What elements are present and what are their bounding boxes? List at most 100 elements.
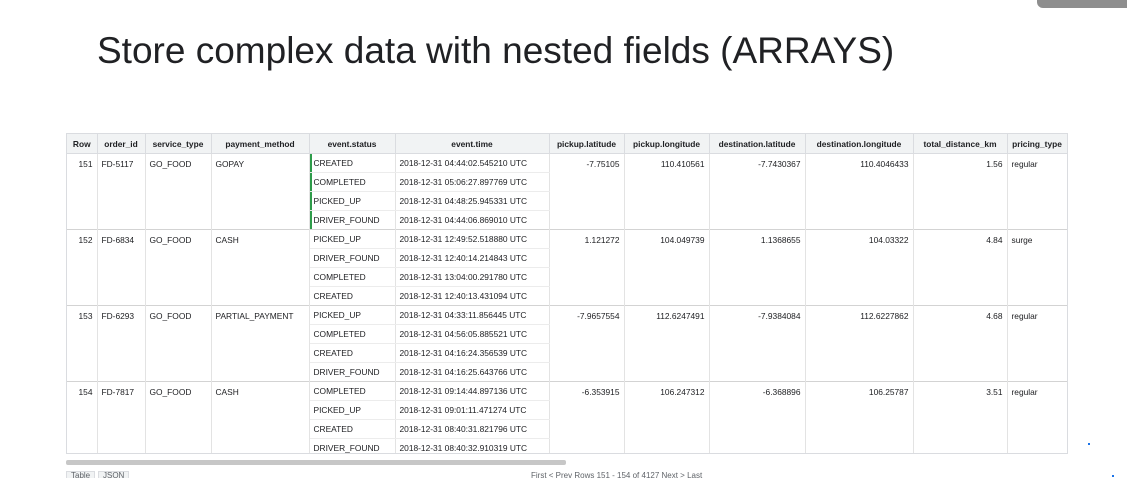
selected-cell-marker (309, 211, 312, 230)
pickup-latitude-cell: -7.75105 (549, 153, 625, 230)
row-number: 154 (67, 381, 98, 453)
results-table: Row order_id service_type payment_method… (67, 134, 1067, 453)
service-type-cell: GO_FOOD (145, 305, 212, 382)
destination-latitude-cell: 1.1368655 (709, 229, 806, 306)
cursor-dot (1088, 443, 1090, 445)
nested-event-row: CREATED 2018-12-31 08:40:31.821796 UTC (67, 419, 1067, 439)
order-id-cell: FD-5117 (97, 153, 146, 230)
destination-latitude-cell: -7.7430367 (709, 153, 806, 230)
event-time-cell: 2018-12-31 08:40:32.910319 UTC (395, 438, 550, 453)
column-header: order_id (97, 134, 146, 154)
event-status-cell: PICKED_UP (309, 305, 396, 325)
event-time-cell: 2018-12-31 04:56:05.885521 UTC (395, 324, 550, 344)
table-row: 152 FD-6834 GO_FOOD CASH PICKED_UP 2018-… (67, 229, 1067, 306)
event-status-cell: COMPLETED (309, 267, 396, 287)
event-time-cell: 2018-12-31 09:01:11.471274 UTC (395, 400, 550, 420)
destination-latitude-cell: -7.9384084 (709, 305, 806, 382)
event-time-cell: 2018-12-31 04:16:24.356539 UTC (395, 343, 550, 363)
nested-event-row: CREATED 2018-12-31 12:40:13.431094 UTC (67, 286, 1067, 306)
service-type-cell: GO_FOOD (145, 229, 212, 306)
payment-method-cell: CASH (211, 381, 310, 453)
event-status-cell[interactable]: CREATED (309, 153, 396, 173)
cursor-dot (1112, 475, 1114, 477)
event-time-cell: 2018-12-31 04:48:25.945331 UTC (395, 191, 550, 211)
horizontal-scrollbar[interactable] (66, 460, 566, 465)
total-distance-cell: 4.84 (913, 229, 1008, 306)
json-view-tab[interactable]: JSON (98, 471, 130, 478)
column-header: service_type (145, 134, 212, 154)
header-row: Row order_id service_type payment_method… (67, 134, 1067, 154)
query-results-panel: Row order_id service_type payment_method… (66, 133, 1068, 454)
pickup-longitude-cell: 110.410561 (624, 153, 710, 230)
event-status-cell: PICKED_UP (309, 229, 396, 249)
results-footer: Table JSON First < Prev Rows 151 - 154 o… (66, 470, 1068, 478)
order-id-cell: FD-6293 (97, 305, 146, 382)
column-header: pricing_type (1007, 134, 1067, 154)
nested-event-row: PICKED_UP 2018-12-31 09:01:11.471274 UTC (67, 400, 1067, 420)
pickup-longitude-cell: 112.6247491 (624, 305, 710, 382)
nested-event-row: DRIVER_FOUND 2018-12-31 04:16:25.643766 … (67, 362, 1067, 382)
selected-cell-marker (309, 192, 312, 210)
event-time-cell: 2018-12-31 12:49:52.518880 UTC (395, 229, 550, 249)
nested-event-row: COMPLETED 2018-12-31 05:06:27.897769 UTC (67, 172, 1067, 192)
table-record: 152 FD-6834 GO_FOOD CASH PICKED_UP 2018-… (67, 229, 1067, 306)
column-header: payment_method (211, 134, 310, 154)
row-number: 152 (67, 229, 98, 306)
event-status-cell: COMPLETED (309, 324, 396, 344)
total-distance-cell: 4.68 (913, 305, 1008, 382)
table-record: 154 FD-7817 GO_FOOD CASH COMPLETED 2018-… (67, 381, 1067, 453)
event-time-cell: 2018-12-31 05:06:27.897769 UTC (395, 172, 550, 192)
service-type-cell: GO_FOOD (145, 153, 212, 230)
event-status-cell[interactable]: COMPLETED (309, 172, 396, 192)
column-header: Row (67, 134, 98, 154)
event-time-cell: 2018-12-31 09:14:44.897136 UTC (395, 381, 550, 401)
pagination-controls[interactable]: First < Prev Rows 151 - 154 of 4127 Next… (531, 471, 703, 478)
pricing-type-cell: surge (1007, 229, 1067, 306)
nested-event-row: CREATED 2018-12-31 04:16:24.356539 UTC (67, 343, 1067, 363)
nested-event-row: PICKED_UP 2018-12-31 04:48:25.945331 UTC (67, 191, 1067, 211)
total-distance-cell: 1.56 (913, 153, 1008, 230)
table-record: 153 FD-6293 GO_FOOD PARTIAL_PAYMENT PICK… (67, 305, 1067, 382)
nested-event-row: DRIVER_FOUND 2018-12-31 08:40:32.910319 … (67, 438, 1067, 453)
event-status-cell: DRIVER_FOUND (309, 362, 396, 382)
table-record: 151 FD-5117 GO_FOOD GOPAY CREATED 2018-1… (67, 153, 1067, 230)
event-status-cell: CREATED (309, 343, 396, 363)
column-header: event.time (395, 134, 550, 154)
pickup-latitude-cell: 1.121272 (549, 229, 625, 306)
presentation-control-button[interactable] (1037, 0, 1127, 8)
payment-method-cell: PARTIAL_PAYMENT (211, 305, 310, 382)
event-time-cell: 2018-12-31 04:33:11.856445 UTC (395, 305, 550, 325)
payment-method-cell: GOPAY (211, 153, 310, 230)
event-status-cell[interactable]: PICKED_UP (309, 191, 396, 211)
event-time-cell: 2018-12-31 04:16:25.643766 UTC (395, 362, 550, 382)
event-time-cell: 2018-12-31 12:40:13.431094 UTC (395, 286, 550, 306)
order-id-cell: FD-7817 (97, 381, 146, 453)
event-time-cell: 2018-12-31 04:44:06.869010 UTC (395, 210, 550, 230)
table-row: 151 FD-5117 GO_FOOD GOPAY CREATED 2018-1… (67, 153, 1067, 230)
column-header: destination.latitude (709, 134, 806, 154)
event-status-cell[interactable]: DRIVER_FOUND (309, 210, 396, 230)
row-number: 153 (67, 305, 98, 382)
order-id-cell: FD-6834 (97, 229, 146, 306)
event-status-cell: DRIVER_FOUND (309, 438, 396, 453)
pricing-type-cell: regular (1007, 153, 1067, 230)
event-status-cell: CREATED (309, 419, 396, 439)
pickup-longitude-cell: 104.049739 (624, 229, 710, 306)
event-status-cell: DRIVER_FOUND (309, 248, 396, 268)
pickup-longitude-cell: 106.247312 (624, 381, 710, 453)
event-time-cell: 2018-12-31 08:40:31.821796 UTC (395, 419, 550, 439)
slide-title: Store complex data with nested fields (A… (97, 30, 895, 71)
event-time-cell: 2018-12-31 04:44:02.545210 UTC (395, 153, 550, 173)
total-distance-cell: 3.51 (913, 381, 1008, 453)
table-view-tab[interactable]: Table (66, 471, 96, 478)
pickup-latitude-cell: -6.353915 (549, 381, 625, 453)
selected-cell-marker (309, 154, 312, 172)
selected-cell-marker (309, 173, 312, 191)
nested-event-row: COMPLETED 2018-12-31 04:56:05.885521 UTC (67, 324, 1067, 344)
event-time-cell: 2018-12-31 12:40:14.214843 UTC (395, 248, 550, 268)
destination-latitude-cell: -6.368896 (709, 381, 806, 453)
nested-event-row: DRIVER_FOUND 2018-12-31 12:40:14.214843 … (67, 248, 1067, 268)
event-time-cell: 2018-12-31 13:04:00.291780 UTC (395, 267, 550, 287)
column-header: pickup.longitude (624, 134, 710, 154)
column-header: event.status (309, 134, 396, 154)
